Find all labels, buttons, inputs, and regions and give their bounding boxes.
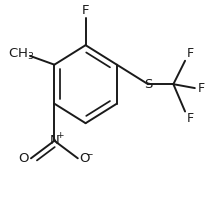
- Text: +: +: [56, 131, 64, 140]
- Text: F: F: [198, 82, 205, 95]
- Text: F: F: [187, 112, 194, 126]
- Text: N: N: [49, 134, 59, 147]
- Text: CH$_3$: CH$_3$: [8, 47, 34, 63]
- Text: O: O: [19, 152, 29, 165]
- Text: O: O: [80, 152, 90, 165]
- Text: F: F: [187, 47, 194, 60]
- Text: S: S: [144, 78, 152, 91]
- Text: F: F: [82, 4, 89, 17]
- Text: −: −: [85, 149, 92, 158]
